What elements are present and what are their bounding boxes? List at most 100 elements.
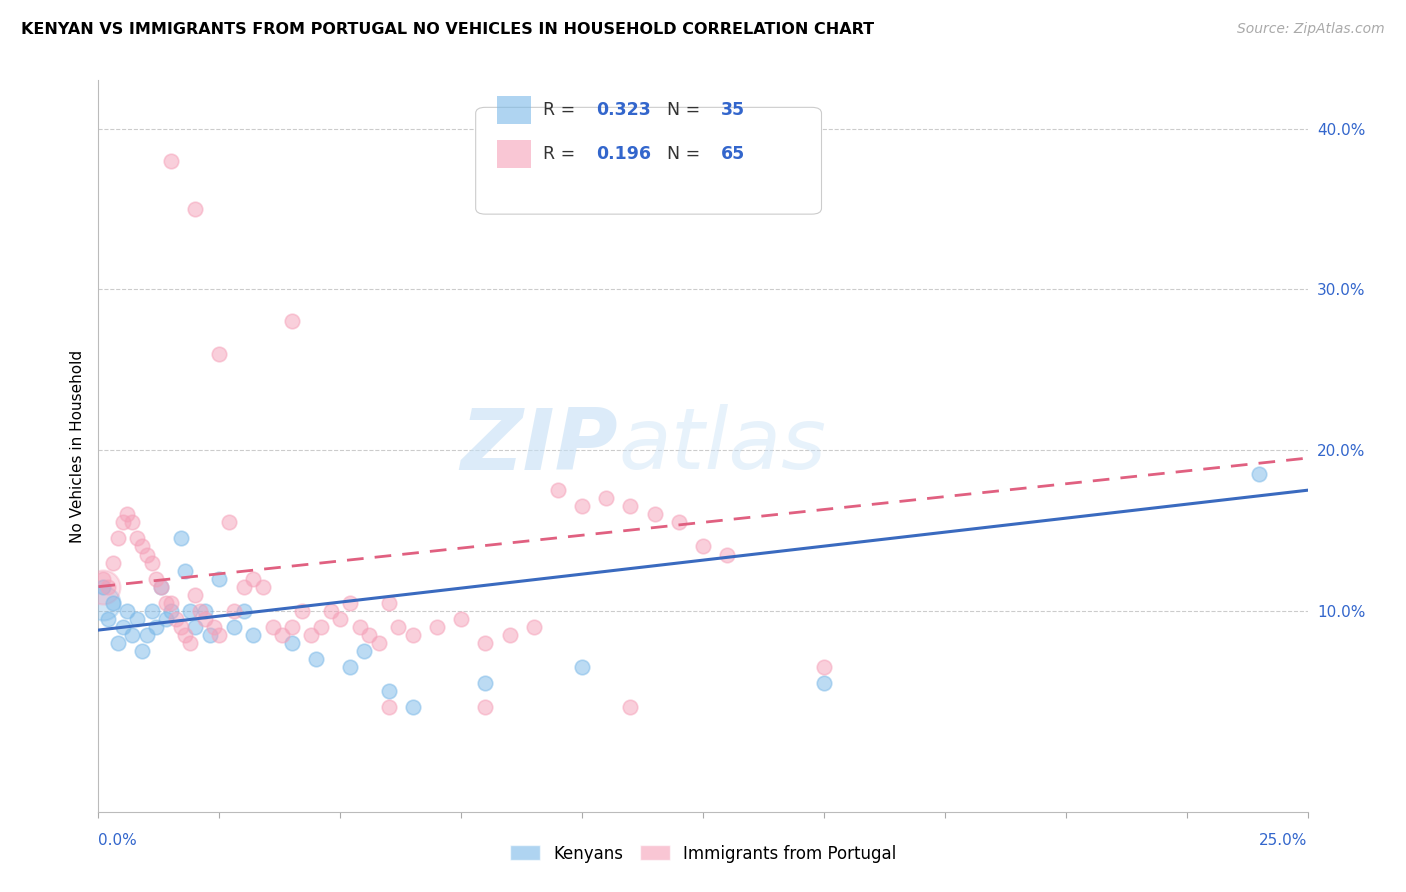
Point xyxy=(97,580,120,594)
Point xyxy=(377,700,399,714)
Point xyxy=(160,604,183,618)
Point xyxy=(208,572,231,586)
Point xyxy=(813,660,835,674)
Point xyxy=(595,491,617,506)
Point xyxy=(127,612,149,626)
Point xyxy=(309,620,332,634)
Point xyxy=(131,540,153,554)
Point xyxy=(290,604,312,618)
Point xyxy=(169,620,191,634)
Point xyxy=(1249,467,1271,482)
Point xyxy=(97,612,120,626)
Point xyxy=(155,612,177,626)
Point xyxy=(329,612,352,626)
Point xyxy=(619,500,641,514)
Point xyxy=(107,636,129,650)
Text: atlas: atlas xyxy=(619,404,827,488)
Point xyxy=(188,604,211,618)
Point xyxy=(498,628,520,642)
Point xyxy=(402,628,425,642)
Text: 35: 35 xyxy=(721,102,745,120)
Point xyxy=(117,508,139,522)
Point xyxy=(222,620,245,634)
Point xyxy=(242,572,264,586)
Text: R =: R = xyxy=(543,145,581,163)
Point xyxy=(111,620,134,634)
Point xyxy=(184,202,207,216)
Point xyxy=(184,588,207,602)
Point xyxy=(359,628,381,642)
Point xyxy=(339,596,361,610)
Point xyxy=(813,676,835,690)
Point xyxy=(208,628,231,642)
Point xyxy=(111,516,134,530)
Point xyxy=(619,700,641,714)
Point xyxy=(377,596,399,610)
Point xyxy=(353,644,375,658)
Point xyxy=(194,612,217,626)
Point xyxy=(101,596,124,610)
Text: 0.196: 0.196 xyxy=(596,145,651,163)
Point xyxy=(135,548,157,562)
Point xyxy=(281,620,304,634)
Point xyxy=(179,604,201,618)
Point xyxy=(135,628,157,642)
Point xyxy=(474,676,496,690)
Point xyxy=(426,620,449,634)
Point xyxy=(571,660,593,674)
Point xyxy=(222,604,245,618)
Point xyxy=(91,572,114,586)
Text: 65: 65 xyxy=(721,145,745,163)
Point xyxy=(305,652,328,666)
Point xyxy=(145,572,167,586)
Point xyxy=(208,346,231,360)
Text: ZIP: ZIP xyxy=(461,404,619,488)
Point xyxy=(262,620,284,634)
Bar xyxy=(498,140,531,168)
Point xyxy=(150,580,173,594)
Point xyxy=(281,636,304,650)
Point xyxy=(91,596,114,610)
Point xyxy=(252,580,274,594)
Point xyxy=(571,500,593,514)
Point xyxy=(121,516,143,530)
Point xyxy=(377,684,399,698)
Text: 0.0%: 0.0% xyxy=(98,832,138,847)
Point xyxy=(668,516,690,530)
Point xyxy=(232,604,254,618)
Point xyxy=(349,620,371,634)
Point xyxy=(150,580,173,594)
Point xyxy=(174,564,197,578)
Point xyxy=(165,612,187,626)
Point xyxy=(692,540,714,554)
Point xyxy=(204,620,226,634)
Point xyxy=(299,628,322,642)
Point xyxy=(368,636,391,650)
Point xyxy=(402,700,425,714)
Point xyxy=(184,620,207,634)
Point xyxy=(450,612,472,626)
Point xyxy=(547,483,569,498)
Point xyxy=(319,604,342,618)
Y-axis label: No Vehicles in Household: No Vehicles in Household xyxy=(69,350,84,542)
Point xyxy=(160,596,183,610)
Point xyxy=(131,644,153,658)
Point xyxy=(644,508,666,522)
Point xyxy=(474,636,496,650)
Point xyxy=(339,660,361,674)
Point xyxy=(155,596,177,610)
Point xyxy=(242,628,264,642)
Text: N =: N = xyxy=(666,145,706,163)
Text: KENYAN VS IMMIGRANTS FROM PORTUGAL NO VEHICLES IN HOUSEHOLD CORRELATION CHART: KENYAN VS IMMIGRANTS FROM PORTUGAL NO VE… xyxy=(21,22,875,37)
Text: R =: R = xyxy=(543,102,581,120)
Point xyxy=(232,580,254,594)
Text: N =: N = xyxy=(666,102,706,120)
Point xyxy=(179,636,201,650)
Point xyxy=(474,700,496,714)
Point xyxy=(107,532,129,546)
Text: 25.0%: 25.0% xyxy=(1260,832,1308,847)
Bar xyxy=(498,96,531,124)
Point xyxy=(194,604,217,618)
Point xyxy=(160,153,183,168)
Legend: Kenyans, Immigrants from Portugal: Kenyans, Immigrants from Portugal xyxy=(503,838,903,869)
